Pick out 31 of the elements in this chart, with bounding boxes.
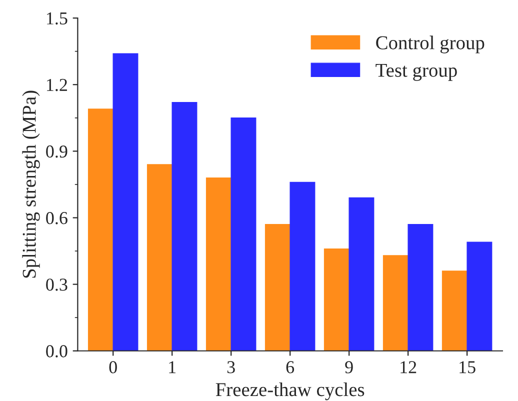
y-tick-label: 1.5: [46, 12, 68, 25]
bar: [466, 242, 492, 351]
y-tick-label: 0.9: [46, 145, 68, 158]
x-tick-label: 3: [227, 361, 235, 374]
bar: [382, 255, 408, 351]
legend-label: Control group: [376, 36, 484, 54]
bar: [324, 248, 350, 351]
bar: [264, 224, 290, 351]
legend-label: Test group: [376, 64, 457, 81]
bar: [88, 108, 114, 351]
x-tick-label: 1: [169, 361, 176, 374]
bar: [206, 177, 232, 351]
y-axis-title: Splitting strength (MPa): [22, 90, 40, 278]
bar: [146, 164, 172, 351]
bar: [230, 118, 256, 351]
x-tick-label: 6: [286, 361, 294, 374]
x-axis-title: Freeze-thaw cycles: [216, 382, 364, 400]
bar: [408, 224, 434, 351]
x-tick-label: 9: [345, 361, 353, 374]
bar: [290, 182, 316, 351]
bar: [112, 53, 138, 351]
y-tick-label: 0.3: [46, 278, 68, 291]
y-tick-label: 0.6: [46, 212, 68, 224]
y-tick-label: 1.2: [46, 78, 67, 92]
x-tick-label: 15: [460, 361, 476, 374]
x-tick-label: 12: [400, 361, 416, 374]
bar: [442, 270, 468, 351]
y-tick-label: 0.0: [46, 345, 68, 358]
bar: [348, 197, 374, 351]
x-tick-label: 0: [109, 361, 117, 374]
bar: [172, 102, 198, 351]
